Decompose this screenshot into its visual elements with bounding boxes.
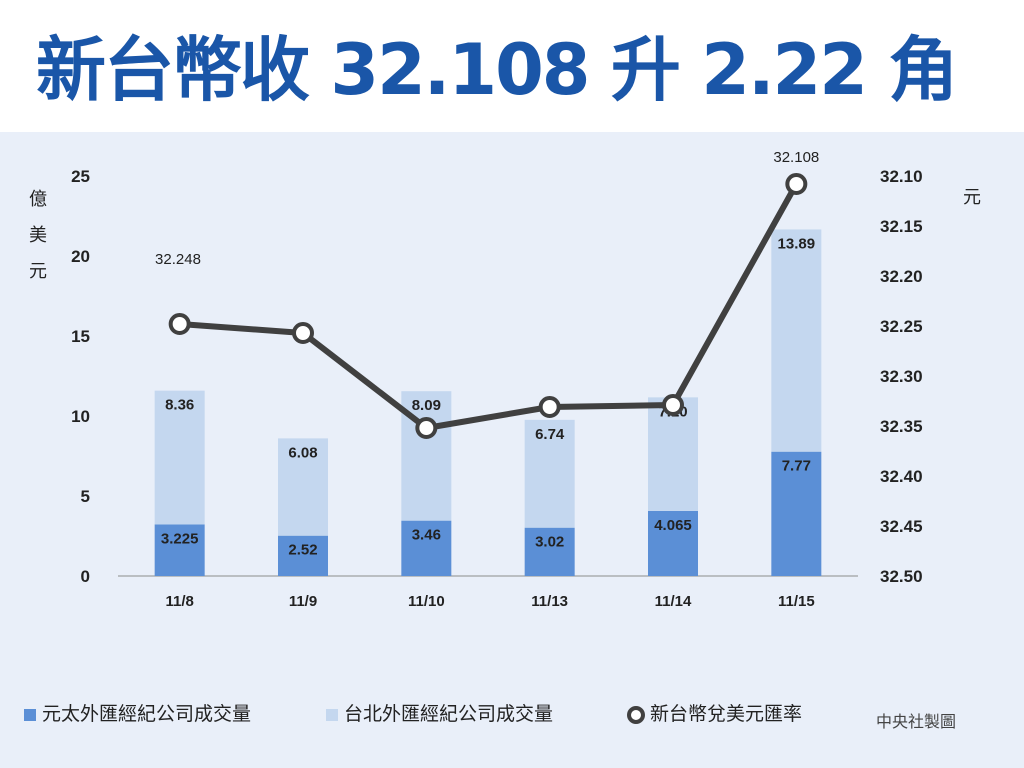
- label-yuanta-1: 3.225: [161, 530, 199, 547]
- legend-swatch-taipei: [326, 709, 338, 721]
- label-yuanta-4: 3.02: [535, 534, 564, 551]
- label-yuanta-2: 2.52: [288, 542, 317, 559]
- y-right-tick-5: 32.30: [880, 367, 923, 386]
- y-right-tick-4: 32.25: [880, 317, 923, 336]
- bar-taipei-1: [154, 390, 205, 525]
- label-taipei-1: 8.36: [165, 397, 194, 414]
- y-right-tick-1: 32.10: [880, 167, 923, 186]
- y-right-tick-3: 32.20: [880, 267, 923, 286]
- legend-label-rate: 新台幣兌美元匯率: [650, 703, 802, 725]
- label-yuanta-6: 7.77: [782, 458, 811, 475]
- y-right-tick-8: 32.45: [880, 517, 923, 536]
- label-yuanta-5: 4.065: [654, 517, 692, 534]
- y-left-label-char-1: 億: [29, 189, 47, 210]
- bar-yuanta-5: [648, 510, 698, 576]
- y-left-label-char-3: 元: [29, 261, 47, 282]
- bar-yuanta-3: [401, 520, 452, 576]
- label-yuanta-3: 3.46: [412, 527, 441, 544]
- label-taipei-6: 13.89: [778, 235, 816, 252]
- legend-label-taipei: 台北外匯經紀公司成交量: [344, 703, 553, 725]
- x-tick-label-5: 11/14: [655, 593, 692, 610]
- y-left-tick-2: 5: [81, 487, 90, 506]
- rate-point-6: [785, 173, 808, 195]
- label-taipei-2: 6.08: [288, 444, 317, 461]
- y-right-tick-6: 32.35: [880, 417, 923, 436]
- rate-point-4: [538, 396, 561, 418]
- x-tick-label-1: 11/8: [165, 593, 193, 610]
- y-right-tick-7: 32.40: [880, 467, 923, 486]
- y-left-tick-3: 10: [71, 407, 90, 426]
- y-left-tick-4: 15: [71, 327, 90, 346]
- y-right-label: 元: [963, 187, 981, 208]
- bar-yuanta-1: [154, 524, 205, 576]
- x-tick-label-6: 11/15: [778, 593, 815, 610]
- x-tick-label-3: 11/10: [408, 593, 445, 610]
- bar-taipei-4: [524, 419, 575, 528]
- rate-label-6: 32.108: [773, 149, 819, 166]
- label-taipei-4: 6.74: [535, 426, 565, 443]
- headline-bar: 新台幣收 32.108 升 2.22 角: [0, 0, 1024, 132]
- y-right-tick-2: 32.15: [880, 217, 923, 236]
- rate-point-3: [415, 417, 438, 439]
- x-tick-label-4: 11/13: [531, 593, 568, 610]
- rate-point-1: [168, 313, 191, 335]
- bar-yuanta-4: [524, 527, 575, 576]
- rate-label-1: 32.248: [155, 251, 201, 268]
- bar-taipei-6: [771, 229, 822, 452]
- bar-yuanta-2: [278, 535, 328, 576]
- x-tick-label-2: 11/9: [289, 593, 317, 610]
- y-right-tick-9: 32.50: [880, 567, 923, 586]
- y-left-tick-1: 0: [81, 567, 90, 586]
- rate-point-5: [662, 394, 684, 416]
- bar-taipei-2: [278, 438, 328, 536]
- rate-line: [179, 182, 799, 431]
- y-left-tick-6: 25: [71, 167, 90, 186]
- y-left-label-char-2: 美: [29, 225, 47, 246]
- legend-swatch-yuanta: [24, 709, 36, 721]
- bar-taipei-5: [648, 397, 698, 511]
- chart-credit: 中央社製圖: [876, 712, 957, 731]
- legend-marker-rate: [627, 706, 645, 724]
- legend-label-yuanta: 元太外匯經紀公司成交量: [42, 703, 251, 725]
- rate-point-2: [292, 322, 314, 344]
- y-left-tick-5: 20: [71, 247, 90, 266]
- label-taipei-3: 8.09: [412, 397, 441, 414]
- headline-title: 新台幣收 32.108 升 2.22 角: [36, 29, 958, 111]
- bar-yuanta-6: [771, 451, 822, 576]
